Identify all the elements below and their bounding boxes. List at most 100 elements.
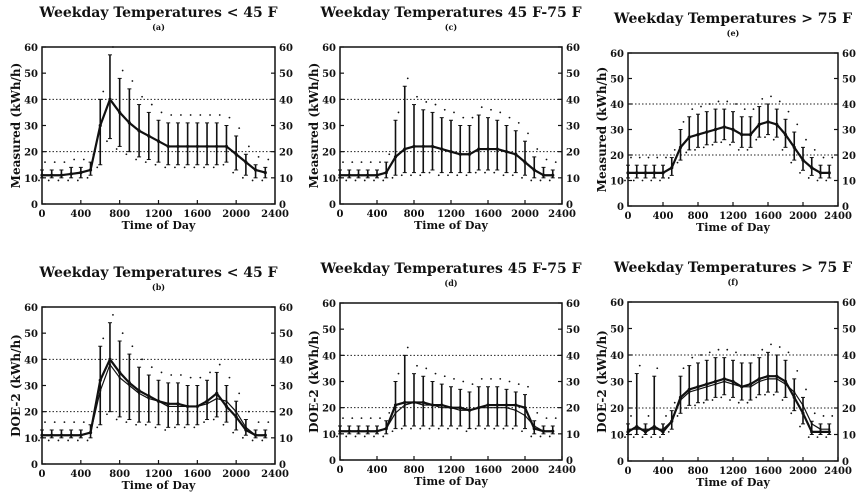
data-point — [626, 430, 630, 434]
data-point — [766, 120, 770, 124]
outlier-point — [708, 351, 711, 354]
outlier-point — [456, 174, 459, 177]
data-point — [176, 402, 180, 406]
outlier-point — [189, 114, 192, 116]
outlier-point — [447, 427, 449, 430]
outlier-point — [665, 415, 667, 417]
outlier-point — [251, 439, 254, 442]
outlier-point — [676, 161, 679, 164]
outlier-point — [437, 427, 440, 430]
y-tick-label: 60 — [24, 303, 38, 314]
outlier-point — [511, 427, 514, 430]
outlier-point — [632, 179, 635, 182]
outlier-point — [363, 179, 366, 182]
data-point — [643, 430, 648, 434]
series-line-1 — [628, 120, 830, 174]
data-point — [430, 144, 435, 149]
outlier-point — [667, 177, 670, 179]
data-point — [253, 168, 258, 172]
outlier-point — [632, 436, 635, 439]
outlier-point — [474, 171, 477, 174]
outlier-point — [434, 372, 437, 375]
y-tick-label: 60 — [24, 43, 38, 54]
data-point — [108, 97, 112, 101]
outlier-point — [228, 116, 231, 119]
outlier-point — [388, 153, 391, 156]
outlier-point — [474, 427, 477, 430]
outlier-point — [665, 156, 667, 159]
data-point — [477, 406, 480, 409]
data-point — [748, 133, 753, 137]
outlier-point — [102, 337, 105, 340]
data-point — [147, 397, 150, 400]
data-point — [504, 403, 509, 407]
chart-title: Weekday Temperatures > 75 F — [613, 260, 852, 276]
outlier-point — [630, 156, 632, 159]
outlier-point — [73, 421, 76, 424]
chart-subtitle: (b) — [152, 282, 165, 292]
outlier-point — [443, 108, 446, 111]
outlier-point — [650, 179, 653, 182]
x-tick-label: 2000 — [511, 209, 539, 220]
outlier-point — [499, 111, 502, 114]
outlier-point — [391, 176, 394, 179]
outlier-point — [199, 114, 202, 116]
outlier-point — [57, 179, 60, 182]
y-axis-label: DOE-2 (kWh/h) — [595, 330, 609, 433]
outlier-point — [218, 114, 221, 116]
y-tick-label: 30 — [322, 122, 336, 133]
data-point — [137, 129, 141, 133]
series-line-1 — [42, 98, 266, 177]
data-point — [215, 397, 218, 400]
outlier-point — [790, 161, 793, 164]
chart-title: Weekday Temperatures 45 F-75 F — [319, 5, 581, 21]
data-point — [523, 406, 527, 410]
data-point — [505, 406, 508, 409]
x-tick-label: 2000 — [511, 465, 539, 476]
outlier-point — [772, 138, 775, 141]
data-point — [801, 411, 805, 415]
outlier-point — [746, 401, 749, 404]
data-point — [514, 152, 518, 156]
data-point — [757, 122, 761, 126]
outlier-point — [141, 95, 143, 98]
outlier-point — [816, 179, 819, 182]
outlier-point — [345, 179, 348, 182]
outlier-point — [465, 430, 468, 433]
x-tick-label: 800 — [688, 211, 709, 222]
x-tick-label: 2000 — [222, 469, 250, 480]
outlier-point — [86, 439, 89, 442]
outlier-point — [517, 383, 520, 386]
outlier-point — [373, 435, 375, 438]
data-point — [176, 405, 180, 408]
outlier-point — [717, 100, 720, 103]
x-tick-label: 1200 — [145, 469, 173, 480]
outlier-point — [676, 415, 679, 417]
data-point — [338, 173, 342, 177]
data-point — [347, 173, 351, 177]
outlier-point — [369, 161, 372, 164]
x-axis-label: Time of Day — [414, 475, 488, 488]
outlier-point — [805, 138, 807, 141]
outlier-point — [160, 111, 163, 114]
data-point — [652, 424, 656, 429]
outlier-point — [735, 351, 737, 354]
data-point — [740, 385, 743, 388]
outlier-point — [825, 179, 828, 182]
data-point — [696, 133, 700, 137]
data-point — [748, 382, 753, 386]
outlier-point — [144, 423, 147, 426]
data-point — [532, 168, 536, 172]
data-point — [88, 168, 93, 172]
outlier-point — [419, 174, 422, 177]
outlier-point — [822, 156, 825, 159]
outlier-point — [180, 114, 182, 116]
outlier-point — [400, 427, 403, 430]
outlier-point — [351, 417, 354, 420]
y-tick-label: 50 — [610, 325, 624, 336]
outlier-point — [807, 177, 810, 179]
outlier-point — [711, 399, 714, 401]
outlier-point — [112, 313, 114, 316]
data-point — [486, 403, 490, 407]
outlier-point — [700, 354, 702, 356]
